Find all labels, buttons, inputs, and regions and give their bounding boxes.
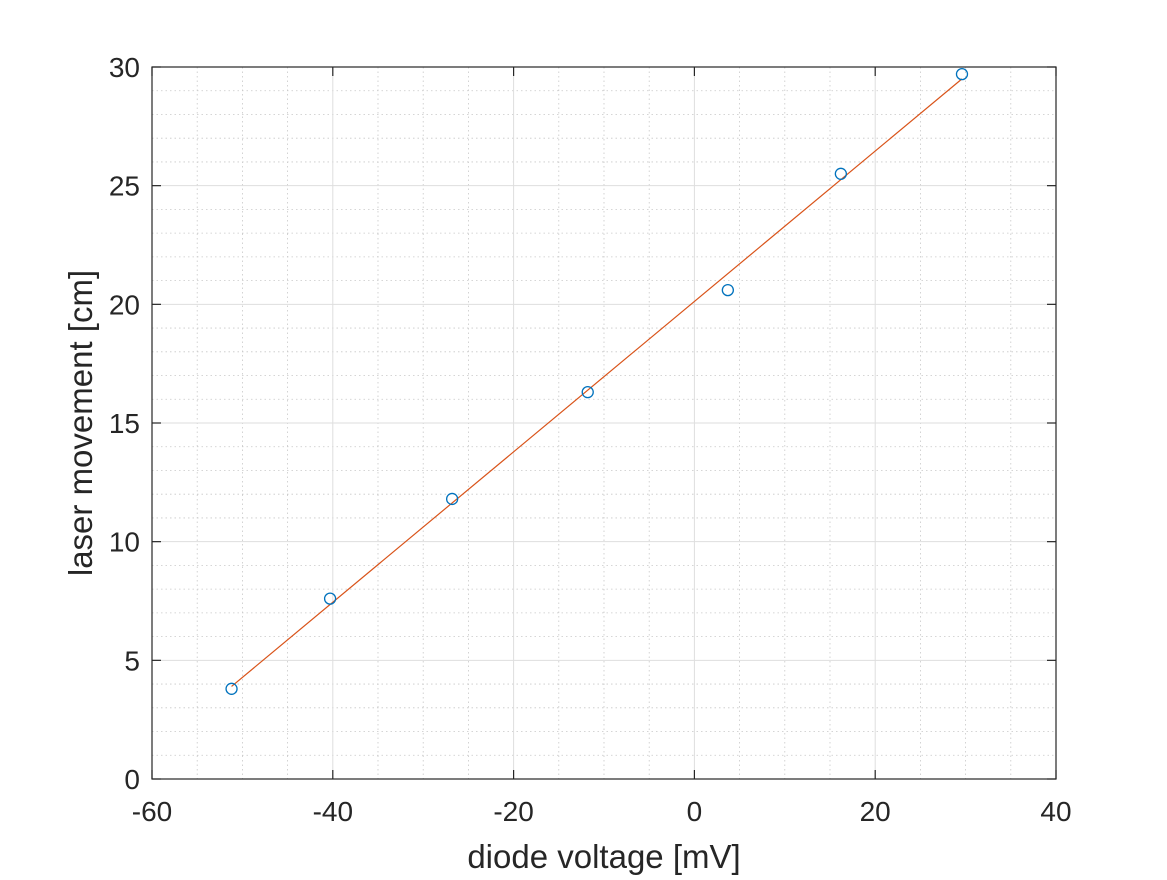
fit-line [231, 78, 963, 687]
y-tick-label: 10 [109, 527, 140, 558]
y-tick-label: 0 [124, 764, 140, 795]
series-layer [225, 67, 969, 695]
x-tick-label: 40 [1040, 796, 1071, 827]
data-point [581, 385, 594, 399]
x-tick-label: -20 [493, 796, 533, 827]
data-point [955, 67, 969, 81]
data-point [445, 492, 459, 506]
plot-area [151, 66, 1057, 780]
x-tick-label: 20 [860, 796, 891, 827]
y-tick-label: 30 [109, 52, 140, 83]
y-tick-label: 25 [109, 171, 140, 202]
x-tick-labels: -60 -40 -20 0 20 40 [132, 796, 1072, 827]
x-axis-label: diode voltage [mV] [467, 838, 740, 875]
data-point [225, 682, 238, 695]
axis-ticks [151, 66, 1057, 780]
y-tick-label: 15 [109, 408, 140, 439]
y-tick-label: 5 [124, 645, 140, 676]
data-point [834, 167, 847, 180]
x-tick-label: -60 [132, 796, 172, 827]
data-point [721, 283, 734, 297]
y-axis-label: laser movement [cm] [62, 270, 99, 576]
y-tick-labels: 0 5 10 15 20 25 30 [109, 52, 140, 795]
x-tick-label: 0 [687, 796, 703, 827]
data-point [323, 592, 337, 605]
x-tick-label: -40 [313, 796, 353, 827]
y-tick-label: 20 [109, 289, 140, 320]
